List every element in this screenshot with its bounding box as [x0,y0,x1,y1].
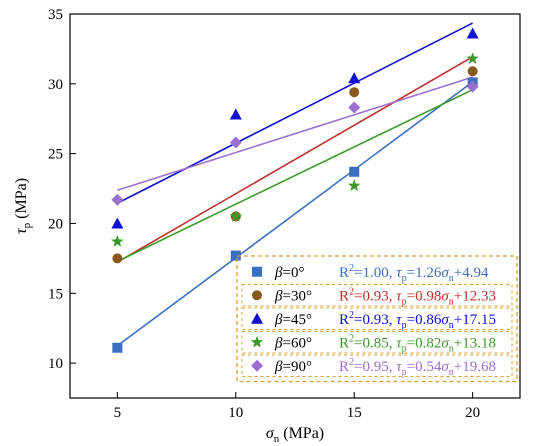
data-point [467,66,478,77]
legend-row-box [241,284,513,307]
axes-layer: 5 10 15 20 10 15 20 25 30 35 [48,7,480,421]
data-point [466,27,479,39]
legend-series-name: β=90° [274,359,312,375]
legend-fit-label: R2=1.00, τp=1.26σn+4.94 [339,263,489,284]
legend: β=0° R2=1.00, τp=1.26σn+4.94 β=30° R2=0.93,… [236,255,518,383]
data-point [348,179,361,192]
legend-marker [252,266,262,277]
legend-fit-label: R2=0.93, τp=0.86σn+17.15 [339,310,496,331]
fit-line [116,56,474,263]
x-tick-label: 15 [347,405,362,421]
data-point [348,72,361,84]
fit-lines [116,22,474,347]
legend-row-box [241,307,513,330]
data-point [466,80,479,93]
data-point [349,166,360,177]
data-point [111,235,124,247]
legend-series-name: β=30° [274,288,312,304]
fit-line [117,88,473,263]
legend-fit-label: R2=0.85, τp=0.82σn+13.18 [339,333,496,354]
legend-marker [250,335,264,348]
legend-marker [252,290,262,301]
data-point [348,101,361,114]
x-tick-label: 20 [465,405,480,421]
data-point [466,52,479,64]
y-axis-title: τp (MPa) [13,178,33,234]
legend-row-box [241,354,513,377]
legend-series-name: β=0° [274,265,304,281]
legend-marker [251,359,263,372]
y-tick-label: 20 [48,216,63,232]
y-tick-label: 35 [48,7,63,23]
data-point [111,193,124,206]
data-point [229,108,242,120]
x-tick-label: 10 [228,405,243,421]
y-tick-label: 30 [48,77,63,93]
data-point [230,250,241,261]
fit-line [117,76,473,191]
data-point [112,253,123,264]
x-tick-label: 5 [114,405,122,421]
data-point [112,342,123,353]
legend-fit-label: R2=0.95, τp=0.54σn+19.68 [339,357,496,378]
legend-row-box [241,331,513,354]
data-point [229,209,242,222]
legend-series-name: β=45° [274,312,312,328]
x-axis-title: σn (MPa) [266,425,324,445]
y-tick-label: 15 [48,286,63,302]
legend-marker [251,312,263,324]
data-markers [111,27,479,353]
legend-box [236,255,518,383]
data-point [111,217,124,229]
y-tick-label: 25 [48,147,63,163]
y-tick-label: 10 [48,356,63,372]
fit-line [117,22,473,204]
data-point [229,136,242,149]
plot-frame [69,13,521,399]
legend-fit-label: R2=0.93, τp=0.98σn+12.33 [339,286,496,307]
data-point [349,87,360,98]
legend-series-name: β=60° [274,335,312,351]
fit-line [116,81,474,347]
